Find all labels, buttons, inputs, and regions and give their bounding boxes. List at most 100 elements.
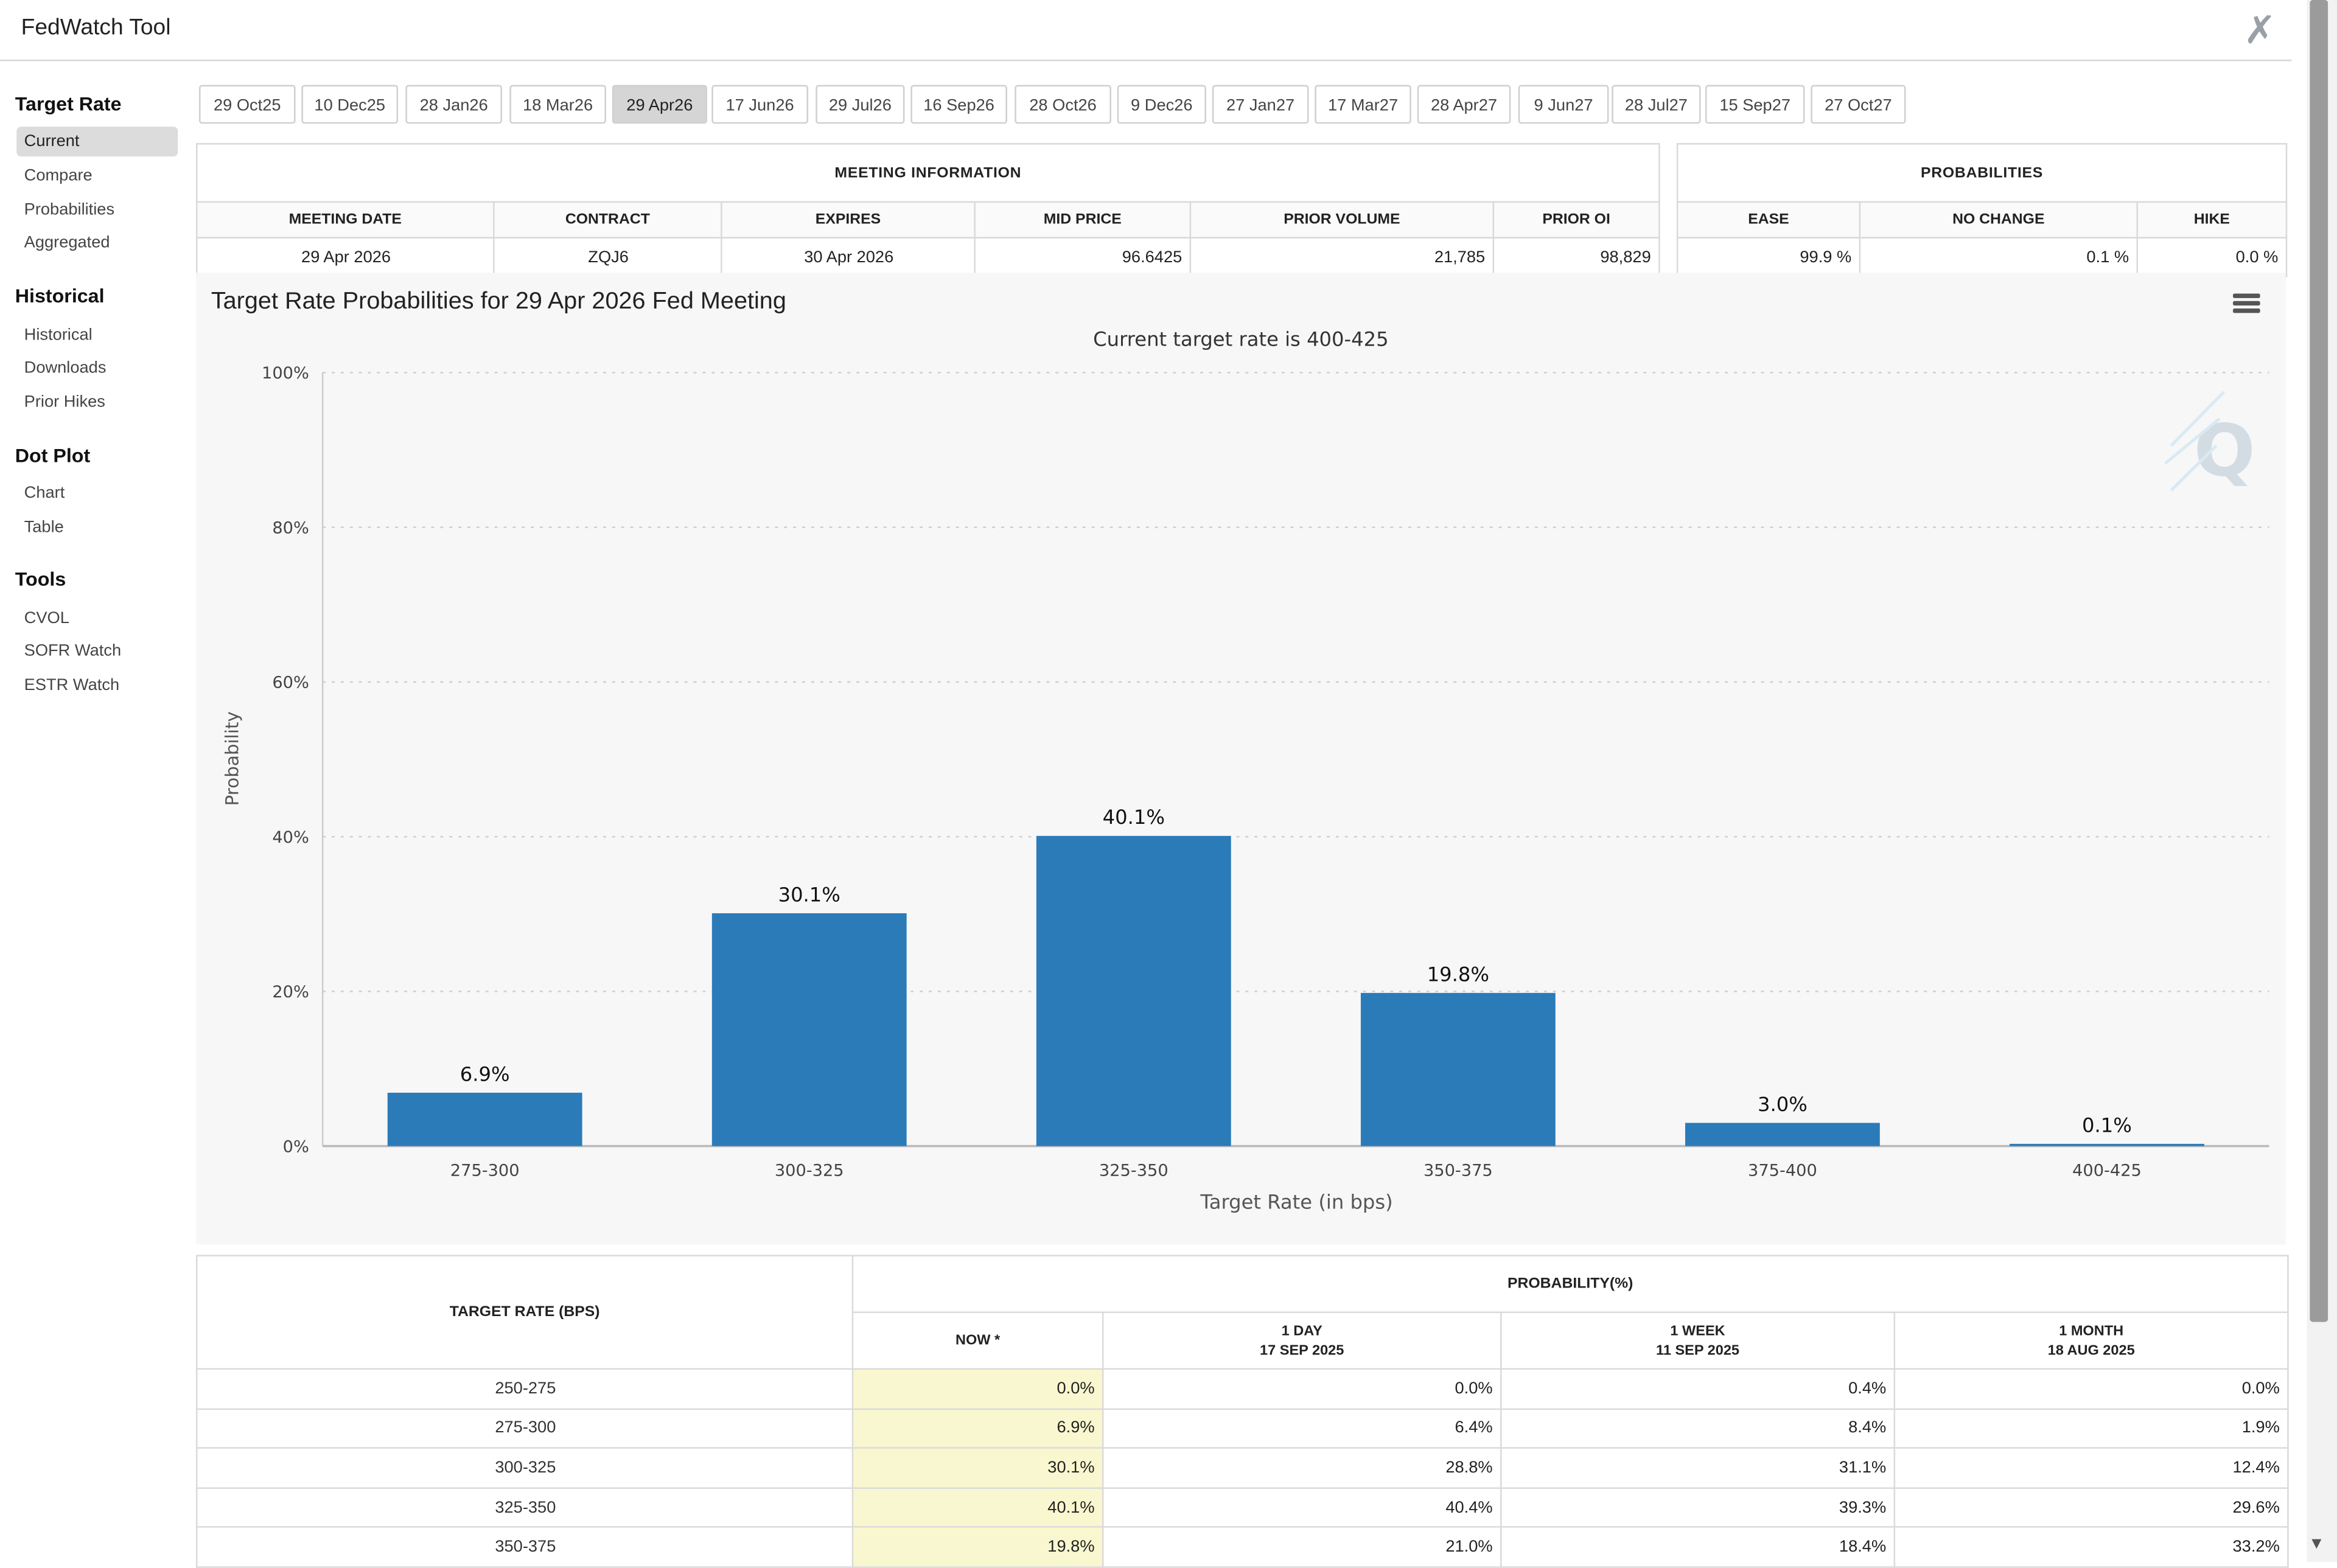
rate-cell: 250-275 bbox=[196, 1368, 854, 1410]
bar-data-label: 3.0% bbox=[1758, 1093, 1808, 1116]
column-header: CONTRACT bbox=[493, 201, 722, 239]
mid-price-value: 96.6425 bbox=[974, 237, 1192, 277]
sidebar-item-compare[interactable]: Compare bbox=[24, 167, 93, 185]
column-header: PRIOR OI bbox=[1492, 201, 1660, 239]
tab-meeting-date[interactable]: 9 Dec26 bbox=[1117, 85, 1206, 124]
one-day-cell: 6.4% bbox=[1102, 1407, 1502, 1449]
chart-bar bbox=[711, 913, 907, 1146]
probabilities-heading: PROBABILITIES bbox=[1676, 143, 2288, 203]
sidebar-item-prior-hikes[interactable]: Prior Hikes bbox=[24, 393, 105, 412]
sidebar-item-chart[interactable]: Chart bbox=[24, 484, 65, 503]
sidebar-item-cvol[interactable]: CVOL bbox=[24, 609, 69, 628]
no-change-value: 0.1 % bbox=[1859, 237, 2138, 277]
x-tick-label: 275-300 bbox=[450, 1162, 520, 1180]
column-header: MID PRICE bbox=[974, 201, 1192, 239]
contract-value: ZQJ6 bbox=[493, 237, 722, 277]
chart-menu-icon[interactable] bbox=[2233, 293, 2260, 315]
tab-meeting-date[interactable]: 18 Mar26 bbox=[509, 85, 606, 124]
one-day-cell: 28.8% bbox=[1102, 1447, 1502, 1489]
tab-meeting-date[interactable]: 27 Jan27 bbox=[1212, 85, 1309, 124]
one-week-cell: 39.3% bbox=[1500, 1486, 1896, 1528]
bar-data-label: 30.1% bbox=[778, 883, 840, 907]
sidebar-item-table[interactable]: Table bbox=[24, 518, 64, 537]
one-day-column-header: 1 DAY 17 SEP 2025 bbox=[1102, 1311, 1502, 1370]
one-day-cell: 21.0% bbox=[1102, 1527, 1502, 1568]
y-tick-label: 80% bbox=[272, 519, 309, 538]
tab-meeting-date[interactable]: 27 Oct27 bbox=[1811, 85, 1906, 124]
sidebar-item-current[interactable]: Current bbox=[16, 127, 178, 157]
target-rate-header: TARGET RATE (BPS) bbox=[196, 1255, 854, 1370]
prior-oi-value: 98,829 bbox=[1492, 237, 1660, 277]
one-month-cell: 33.2% bbox=[1893, 1527, 2289, 1568]
column-header: NO CHANGE bbox=[1859, 201, 2138, 239]
tab-meeting-date[interactable]: 28 Apr27 bbox=[1417, 85, 1511, 124]
one-month-column-header: 1 MONTH 18 AUG 2025 bbox=[1893, 1311, 2289, 1370]
one-day-date: 17 SEP 2025 bbox=[1260, 1342, 1344, 1359]
sidebar-heading-target-rate: Target Rate bbox=[15, 92, 122, 115]
tab-meeting-date[interactable]: 10 Dec25 bbox=[301, 85, 399, 124]
chart-bar bbox=[1685, 1123, 1880, 1146]
one-month-cell: 29.6% bbox=[1893, 1486, 2289, 1528]
meeting-information-table: MEETING INFORMATION MEETING DATE CONTRAC… bbox=[196, 143, 1660, 277]
y-tick-label: 100% bbox=[262, 364, 309, 383]
tab-meeting-date[interactable]: 29 Jul26 bbox=[816, 85, 905, 124]
prior-volume-value: 21,785 bbox=[1189, 237, 1495, 277]
x-axis-label: Target Rate (in bps) bbox=[1200, 1191, 1392, 1214]
rate-cell: 350-375 bbox=[196, 1527, 854, 1568]
x-tick-label: 375-400 bbox=[1748, 1162, 1817, 1180]
now-header-text: NOW * bbox=[955, 1332, 1001, 1349]
rate-cell: 300-325 bbox=[196, 1447, 854, 1489]
bar-data-label: 40.1% bbox=[1103, 806, 1165, 829]
now-cell: 0.0% bbox=[851, 1368, 1104, 1410]
x-tick-label: 300-325 bbox=[775, 1162, 844, 1180]
sidebar-item-historical[interactable]: Historical bbox=[24, 326, 93, 344]
one-month-date: 18 AUG 2025 bbox=[2047, 1342, 2135, 1359]
sidebar-heading-tools: Tools bbox=[15, 568, 66, 590]
now-cell: 30.1% bbox=[851, 1447, 1104, 1489]
column-header: MEETING DATE bbox=[196, 201, 495, 239]
column-header: EXPIRES bbox=[721, 201, 976, 239]
x-tick-label: 350-375 bbox=[1424, 1162, 1493, 1180]
sidebar-heading-dot-plot: Dot Plot bbox=[15, 444, 91, 467]
tab-meeting-date[interactable]: 15 Sep27 bbox=[1705, 85, 1805, 124]
one-month-label: 1 MONTH bbox=[2059, 1322, 2124, 1339]
tab-meeting-date[interactable]: 16 Sep26 bbox=[910, 85, 1007, 124]
chart-bar bbox=[1360, 992, 1556, 1146]
one-week-date: 11 SEP 2025 bbox=[1656, 1342, 1740, 1359]
svg-text:Q: Q bbox=[2194, 409, 2255, 492]
tab-meeting-date[interactable]: 17 Mar27 bbox=[1315, 85, 1411, 124]
hike-value: 0.0 % bbox=[2136, 237, 2288, 277]
scrollbar-thumb[interactable] bbox=[2310, 0, 2328, 1322]
sidebar-item-aggregated[interactable]: Aggregated bbox=[24, 234, 110, 252]
rate-cell: 275-300 bbox=[196, 1407, 854, 1449]
sidebar-item-estr-watch[interactable]: ESTR Watch bbox=[24, 677, 120, 695]
tab-meeting-date[interactable]: 29 Oct25 bbox=[199, 85, 296, 124]
chart-title: Target Rate Probabilities for 29 Apr 202… bbox=[211, 287, 786, 314]
one-week-cell: 18.4% bbox=[1500, 1527, 1896, 1568]
scroll-down-arrow-icon[interactable]: ▼ bbox=[2308, 1535, 2325, 1553]
tab-meeting-date[interactable]: 28 Oct26 bbox=[1015, 85, 1111, 124]
app-title: FedWatch Tool bbox=[21, 15, 171, 41]
sidebar-item-downloads[interactable]: Downloads bbox=[24, 359, 107, 377]
close-icon[interactable]: ✗ bbox=[2243, 7, 2277, 52]
one-week-cell: 8.4% bbox=[1500, 1407, 1896, 1449]
tab-meeting-date[interactable]: 28 Jan26 bbox=[405, 85, 502, 124]
sidebar-item-sofr-watch[interactable]: SOFR Watch bbox=[24, 642, 122, 661]
tab-meeting-date[interactable]: 28 Jul27 bbox=[1612, 85, 1701, 124]
tab-meeting-date[interactable]: 17 Jun26 bbox=[711, 85, 808, 124]
tab-meeting-date[interactable]: 9 Jun27 bbox=[1518, 85, 1609, 124]
sidebar-item-probabilities[interactable]: Probabilities bbox=[24, 201, 115, 220]
table-row: 350-375 19.8% 21.0% 18.4% 33.2% bbox=[196, 1527, 2289, 1568]
chart-bar bbox=[2010, 1143, 2204, 1146]
probability-history-table: TARGET RATE (BPS) PROBABILITY(%) NOW * 1… bbox=[196, 1255, 2289, 1568]
tab-meeting-date-active[interactable]: 29 Apr26 bbox=[612, 85, 707, 124]
chart-bar bbox=[1036, 835, 1231, 1146]
x-tick-label: 400-425 bbox=[2072, 1162, 2142, 1180]
one-month-cell: 12.4% bbox=[1893, 1447, 2289, 1489]
table-row: 275-300 6.9% 6.4% 8.4% 1.9% bbox=[196, 1407, 2289, 1449]
y-tick-label: 40% bbox=[272, 828, 309, 847]
column-header: EASE bbox=[1676, 201, 1861, 239]
column-header: PRIOR VOLUME bbox=[1189, 201, 1495, 239]
probabilities-table: PROBABILITIES EASE NO CHANGE HIKE 99.9 %… bbox=[1676, 143, 2288, 277]
